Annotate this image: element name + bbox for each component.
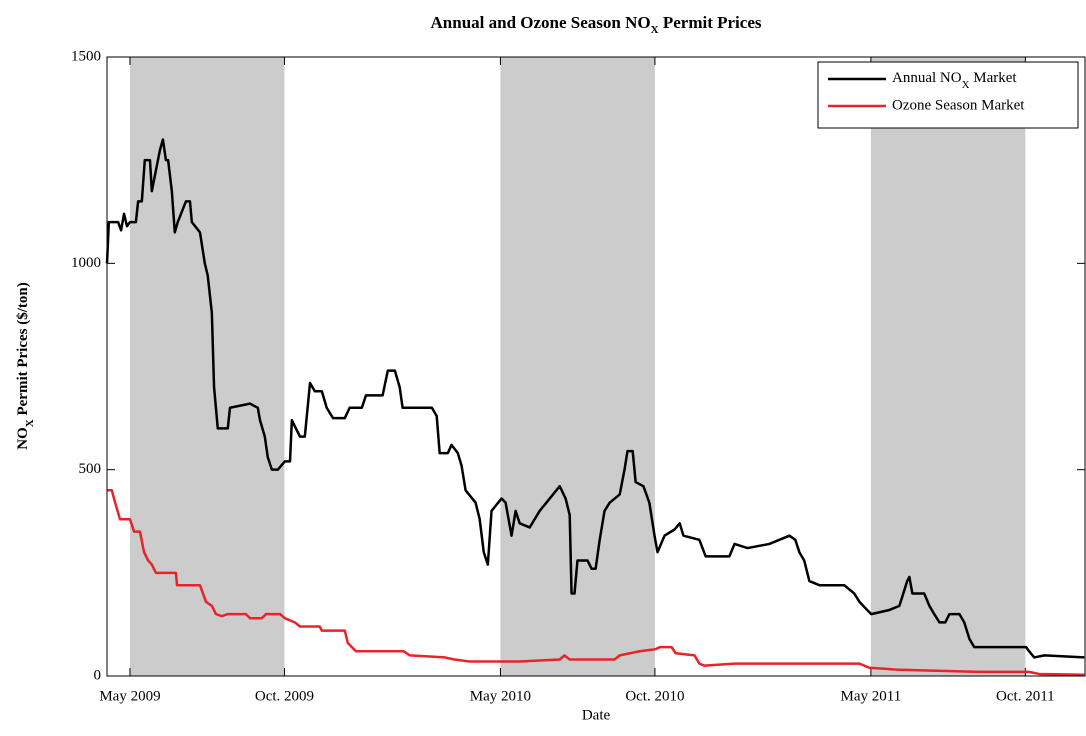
title-part: Annual and Ozone Season NO xyxy=(431,13,651,32)
y-tick-label: 1000 xyxy=(71,255,101,271)
legend-subscript: X xyxy=(962,79,970,91)
x-tick-label: Oct. 2009 xyxy=(255,688,314,704)
legend-part: Annual NO xyxy=(892,70,962,86)
plot-frame xyxy=(106,56,1086,677)
legend-part: Market xyxy=(970,70,1018,86)
x-tick-label: May 2011 xyxy=(841,688,902,704)
legend-box xyxy=(817,61,1079,129)
x-tick-label: May 2009 xyxy=(99,688,160,704)
ozone-season-band xyxy=(870,57,1026,676)
x-tick-label: Oct. 2011 xyxy=(996,688,1055,704)
ylabel-subscript: X xyxy=(24,419,36,427)
y-tick-label: 1500 xyxy=(71,48,101,64)
x-tick-label: Oct. 2010 xyxy=(625,688,684,704)
title-part: Permit Prices xyxy=(659,13,762,32)
ylabel-part: Permit Prices ($/ton) xyxy=(15,282,31,419)
y-tick-label: 0 xyxy=(94,667,102,683)
title-subscript: X xyxy=(651,24,659,36)
chart-title: Annual and Ozone Season NOX Permit Price… xyxy=(431,13,762,36)
ylabel-part: NO xyxy=(15,427,31,450)
legend-label: Annual NOX Market xyxy=(892,70,1017,90)
y-axis-label: NOX Permit Prices ($/ton) xyxy=(15,282,35,449)
series-line xyxy=(107,489,1085,677)
series-line xyxy=(105,138,1085,659)
x-tick-label: May 2010 xyxy=(470,688,531,704)
y-tick-label: 500 xyxy=(79,461,102,477)
legend-label: Ozone Season Market xyxy=(892,97,1025,113)
ozone-season-band xyxy=(500,57,655,676)
ozone-season-band xyxy=(129,57,285,676)
x-axis-label: Date xyxy=(582,707,611,723)
